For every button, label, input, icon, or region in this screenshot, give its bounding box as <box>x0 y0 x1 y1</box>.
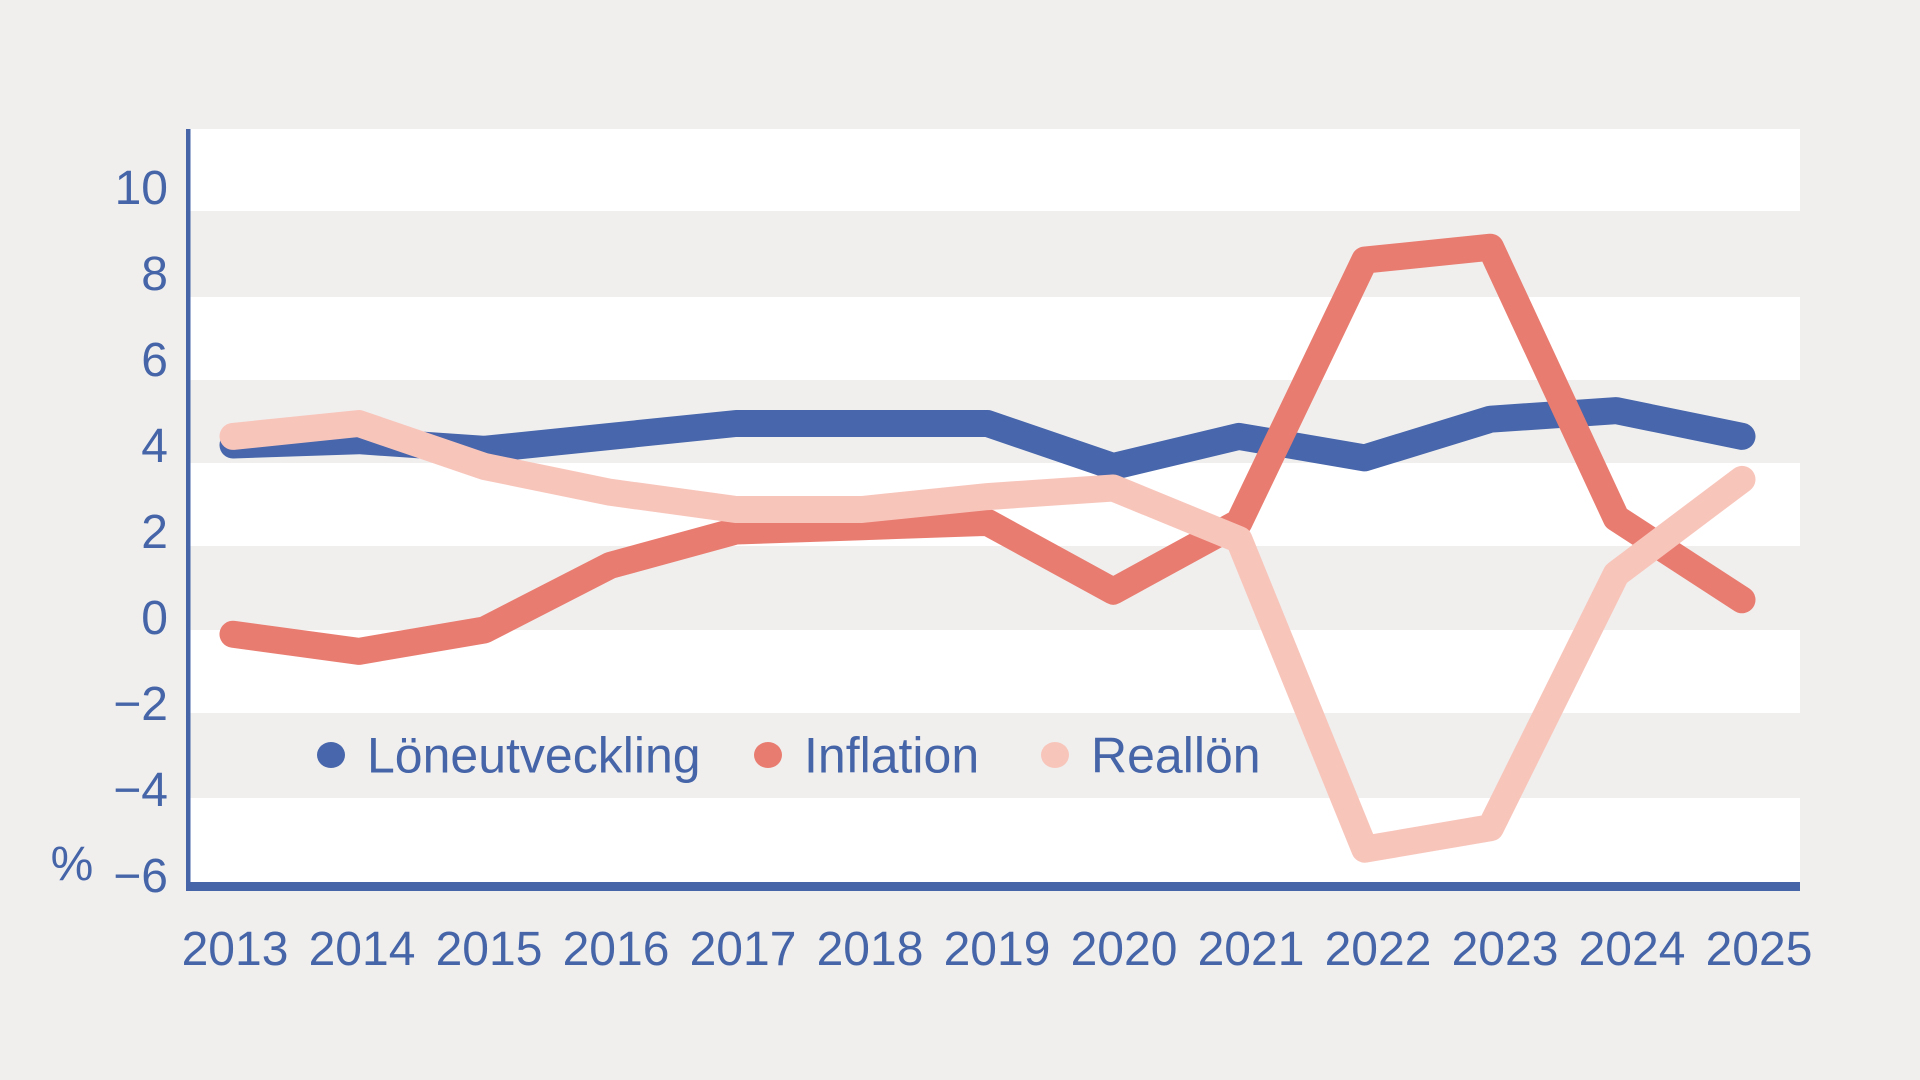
series-line-reallon <box>219 410 1756 863</box>
x-tick-label: 2021 <box>1198 923 1305 976</box>
axes <box>186 129 1800 891</box>
stripe-band <box>188 129 1800 211</box>
x-tick-label: 2018 <box>817 923 924 976</box>
x-axis-tick-labels: 2013 2014 2015 2016 2017 2018 2019 2020 2021 2022… <box>182 923 1813 976</box>
x-tick-label: 2025 <box>1706 923 1813 976</box>
stripe-band <box>188 798 1800 882</box>
x-tick-label: 2017 <box>690 923 797 976</box>
y-tick-label: 2 <box>141 506 168 559</box>
y-tick-label: −4 <box>113 764 168 817</box>
x-tick-label: 2019 <box>944 923 1051 976</box>
x-tick-label: 2016 <box>563 923 670 976</box>
x-tick-label: 2013 <box>182 923 289 976</box>
y-tick-label: 8 <box>141 248 168 301</box>
legend: Löneutveckling Inflation Reallön <box>317 728 1261 784</box>
y-axis-line <box>186 129 191 891</box>
legend-label: Inflation <box>804 728 979 784</box>
series-lines <box>219 233 1756 863</box>
series-line-loneutveckling <box>219 397 1756 480</box>
x-axis-line <box>186 882 1800 891</box>
legend-label: Löneutveckling <box>367 728 701 784</box>
x-tick-label: 2020 <box>1071 923 1178 976</box>
x-tick-label: 2024 <box>1579 923 1686 976</box>
y-axis-unit-label: % <box>51 838 94 891</box>
series-line-inflation <box>219 233 1756 665</box>
legend-label: Reallön <box>1091 728 1261 784</box>
y-tick-label: −2 <box>113 678 168 731</box>
x-tick-label: 2022 <box>1325 923 1432 976</box>
legend-dot-reallon <box>1041 742 1069 768</box>
y-tick-label: 10 <box>115 162 168 215</box>
x-tick-label: 2023 <box>1452 923 1559 976</box>
y-tick-label: 0 <box>141 592 168 645</box>
y-tick-label: 4 <box>141 420 168 473</box>
y-axis-tick-labels: 10 8 6 4 2 0 −2 −4 −6 <box>113 162 168 903</box>
x-tick-label: 2014 <box>309 923 416 976</box>
y-tick-label: 6 <box>141 334 168 387</box>
x-tick-label: 2015 <box>436 923 543 976</box>
legend-dot-loneutveckling <box>317 742 345 768</box>
legend-dot-inflation <box>754 742 782 768</box>
y-tick-label: −6 <box>113 850 168 903</box>
